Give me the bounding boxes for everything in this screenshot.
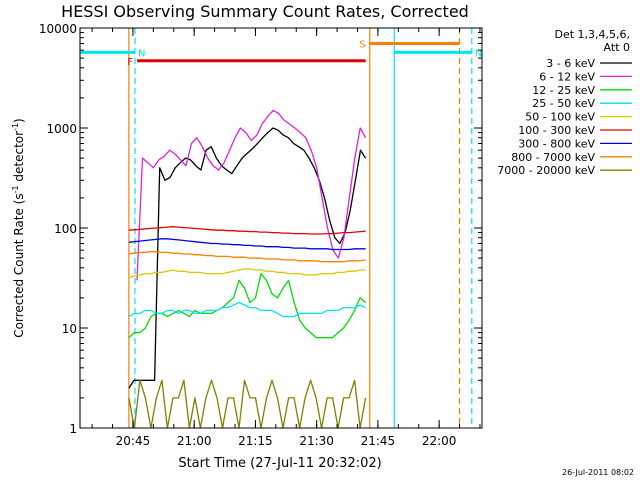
series-line-4	[128, 268, 366, 279]
axes: 20:45 21:00 21:15 21:30 21:45 22:00 1 10 100 1000…	[39, 22, 482, 448]
series-line-5	[128, 226, 366, 235]
chart-title: HESSI Observing Summary Count Rates, Cor…	[61, 2, 469, 21]
flag-label-0: F	[127, 57, 133, 68]
y-axis-label-sup-1: -1	[11, 185, 20, 193]
legend-label-2: 12 - 25 keV	[532, 84, 595, 97]
y-tick-label-3: 1000	[46, 122, 77, 136]
y-tick-label-1: 10	[62, 322, 77, 336]
date-stamp: 26-Jul-2011 08:02	[562, 468, 634, 477]
x-tick-label-4: 21:45	[361, 434, 396, 448]
legend-header-line-1: Det 1,3,4,5,6,	[554, 28, 630, 41]
flag-label-2: N	[475, 48, 482, 59]
series-line-6	[128, 238, 366, 251]
y-tick-label-2: 100	[54, 222, 77, 236]
series-line-3	[128, 301, 366, 318]
legend-label-1: 6 - 12 keV	[539, 70, 595, 83]
x-tick-label-0: 20:45	[116, 434, 151, 448]
series-line-1	[136, 109, 367, 281]
series-line-2	[128, 272, 367, 339]
series-line-0	[128, 127, 367, 389]
y-axis-label-end: )	[12, 118, 26, 123]
y-axis-label: Corrected Count Rate (s-1 detector-1)	[11, 118, 26, 337]
series-line-8	[128, 379, 367, 429]
y-axis-label-mid: detector	[12, 131, 26, 186]
x-tick-label-1: 21:00	[177, 434, 212, 448]
legend-label-5: 100 - 300 keV	[518, 124, 595, 137]
legend-label-7: 800 - 7000 keV	[511, 151, 595, 164]
y-axis-label-sup-2: -1	[11, 123, 20, 131]
x-tick-label-5: 22:00	[422, 434, 457, 448]
legend-label-3: 25 - 50 keV	[532, 97, 595, 110]
legend-label-6: 300 - 800 keV	[518, 137, 595, 150]
legend-label-4: 50 - 100 keV	[525, 111, 595, 124]
legend-label-0: 3 - 6 keV	[546, 57, 595, 70]
legend-header-line-2: Att 0	[604, 41, 630, 54]
flag-label-3: S	[359, 39, 365, 50]
y-tick-label-0: 1	[69, 422, 77, 436]
series-line-7	[128, 251, 366, 263]
x-tick-label-3: 21:30	[299, 434, 334, 448]
plot-area: FN NS	[79, 28, 482, 429]
flag-label-1: N	[138, 48, 145, 59]
legend-label-8: 7000 - 20000 keV	[497, 164, 595, 177]
y-tick-label-4: 10000	[39, 22, 77, 36]
x-tick-label-2: 21:15	[238, 434, 273, 448]
x-axis-label: Start Time (27-Jul-11 20:32:02)	[178, 456, 381, 471]
y-axis-label-main: Corrected Count Rate (s	[12, 193, 26, 337]
